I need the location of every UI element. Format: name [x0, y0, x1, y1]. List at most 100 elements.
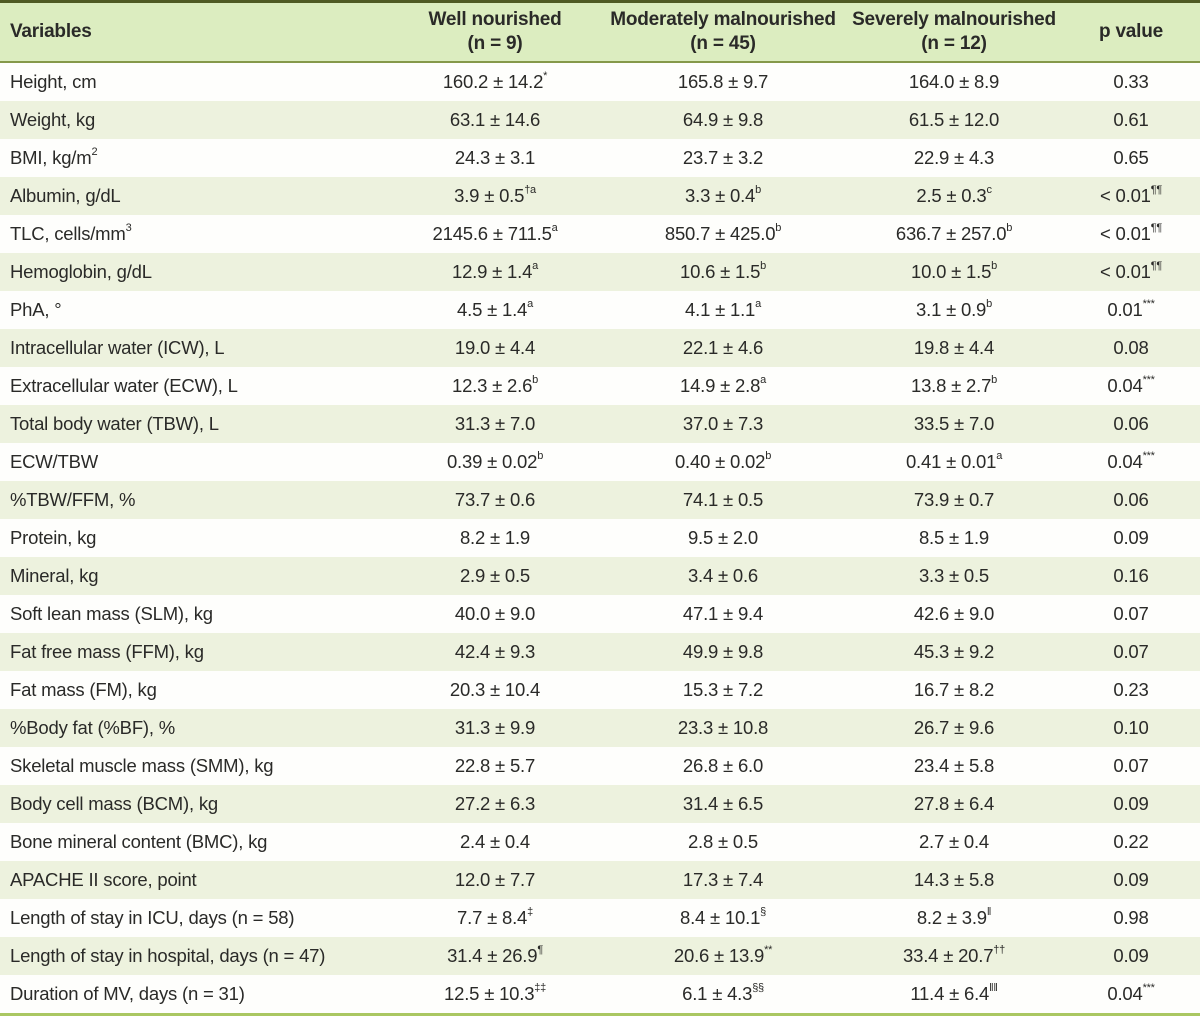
- cell-value: 0.40 ± 0.02b: [600, 442, 846, 481]
- cell-value: 19.8 ± 4.4: [846, 328, 1062, 367]
- cell-value: 33.4 ± 20.7††: [846, 936, 1062, 975]
- variable-superscript: 2: [91, 146, 98, 159]
- cell-value: 160.2 ± 14.2*: [390, 61, 600, 101]
- cell-value: 61.5 ± 12.0: [846, 100, 1062, 139]
- header-group-label: Severely malnourished: [852, 9, 1056, 30]
- cell-value: 26.7 ± 9.6: [846, 708, 1062, 747]
- row-variable-label: Fat mass (FM), kg: [0, 670, 390, 709]
- cell-value: 13.8 ± 2.7b: [846, 366, 1062, 405]
- table-row: %TBW/FFM, % 73.7 ± 0.6 74.1 ± 0.5 73.9 ± 0.…: [0, 480, 1200, 519]
- cell-value: 2.5 ± 0.3c: [846, 176, 1062, 215]
- cell-value: 31.3 ± 7.0: [390, 404, 600, 443]
- cell-value: 14.3 ± 5.8: [846, 860, 1062, 899]
- cell-p-value: 0.04***: [1062, 366, 1200, 405]
- table-row: ECW/TBW 0.39 ± 0.02b 0.40 ± 0.02b 0.41 ± 0.…: [0, 442, 1200, 481]
- row-variable-label: Skeletal muscle mass (SMM), kg: [0, 746, 390, 785]
- significance-superscript: ¶¶: [1150, 184, 1163, 197]
- cell-value: 31.3 ± 9.9: [390, 708, 600, 747]
- cell-value: 27.8 ± 6.4: [846, 784, 1062, 823]
- significance-superscript: b: [775, 222, 782, 235]
- cell-value: 8.5 ± 1.9: [846, 518, 1062, 557]
- table-row: Length of stay in hospital, days (n = 47…: [0, 936, 1200, 975]
- row-variable-label: Albumin, g/dL: [0, 176, 390, 215]
- cell-value: 47.1 ± 9.4: [600, 594, 846, 633]
- row-variable-label: Hemoglobin, g/dL: [0, 252, 390, 291]
- table-row: Extracellular water (ECW), L 12.3 ± 2.6b 1…: [0, 366, 1200, 405]
- cell-value: 37.0 ± 7.3: [600, 404, 846, 443]
- cell-value: 20.6 ± 13.9**: [600, 936, 846, 975]
- cell-p-value: 0.33: [1062, 61, 1200, 101]
- significance-superscript: §§: [752, 982, 764, 995]
- table-row: Weight, kg 63.1 ± 14.6 64.9 ± 9.8 61.5 ± 12…: [0, 100, 1200, 139]
- cell-value: 27.2 ± 6.3: [390, 784, 600, 823]
- cell-p-value: 0.65: [1062, 138, 1200, 177]
- cell-p-value: < 0.01¶¶: [1062, 214, 1200, 253]
- cell-value: 19.0 ± 4.4: [390, 328, 600, 367]
- table-row: Bone mineral content (BMC), kg 2.4 ± 0.4 2…: [0, 822, 1200, 861]
- cell-p-value: 0.07: [1062, 594, 1200, 633]
- table-row: Skeletal muscle mass (SMM), kg 22.8 ± 5.7…: [0, 746, 1200, 785]
- cell-value: 9.5 ± 2.0: [600, 518, 846, 557]
- cell-value: 3.9 ± 0.5†a: [390, 176, 600, 215]
- cell-p-value: 0.06: [1062, 480, 1200, 519]
- significance-superscript: b: [765, 450, 772, 463]
- row-variable-label: Fat free mass (FFM), kg: [0, 632, 390, 671]
- row-variable-label: Total body water (TBW), L: [0, 404, 390, 443]
- table-row: Body cell mass (BCM), kg 27.2 ± 6.3 31.4 ±…: [0, 784, 1200, 823]
- row-variable-label: Body cell mass (BCM), kg: [0, 784, 390, 823]
- cell-value: 3.1 ± 0.9b: [846, 290, 1062, 329]
- header-severely-malnourished: Severely malnourished (n = 12): [846, 1, 1062, 63]
- row-variable-label: Length of stay in ICU, days (n = 58): [0, 898, 390, 937]
- cell-value: 3.4 ± 0.6: [600, 556, 846, 595]
- cell-value: 11.4 ± 6.4‖‖: [846, 974, 1062, 1014]
- cell-value: 2145.6 ± 711.5a: [390, 214, 600, 253]
- cell-value: 73.7 ± 0.6: [390, 480, 600, 519]
- significance-superscript: c: [986, 184, 992, 197]
- row-variable-label: Height, cm: [0, 61, 390, 101]
- cell-value: 850.7 ± 425.0b: [600, 214, 846, 253]
- row-variable-label: Weight, kg: [0, 100, 390, 139]
- cell-value: 2.8 ± 0.5: [600, 822, 846, 861]
- significance-superscript: b: [1006, 222, 1013, 235]
- table-row: Hemoglobin, g/dL 12.9 ± 1.4a 10.6 ± 1.5b 10…: [0, 252, 1200, 291]
- cell-value: 49.9 ± 9.8: [600, 632, 846, 671]
- row-variable-label: BMI, kg/m2: [0, 138, 390, 177]
- cell-value: 22.1 ± 4.6: [600, 328, 846, 367]
- table-row: Fat mass (FM), kg 20.3 ± 10.4 15.3 ± 7.2 16…: [0, 670, 1200, 709]
- cell-value: 164.0 ± 8.9: [846, 61, 1062, 101]
- cell-value: 14.9 ± 2.8a: [600, 366, 846, 405]
- cell-p-value: 0.10: [1062, 708, 1200, 747]
- significance-superscript: a: [755, 298, 761, 311]
- row-variable-label: Extracellular water (ECW), L: [0, 366, 390, 405]
- cell-value: 74.1 ± 0.5: [600, 480, 846, 519]
- header-group-label: Well nourished: [428, 9, 562, 30]
- row-variable-label: %TBW/FFM, %: [0, 480, 390, 519]
- cell-value: 73.9 ± 0.7: [846, 480, 1062, 519]
- significance-superscript: ¶¶: [1150, 260, 1163, 273]
- table-row: Height, cm 160.2 ± 14.2* 165.8 ± 9.7 164.0 …: [0, 61, 1200, 101]
- cell-value: 23.4 ± 5.8: [846, 746, 1062, 785]
- cell-value: 24.3 ± 3.1: [390, 138, 600, 177]
- table-header: Variables Well nourished (n = 9) Moderat…: [0, 1, 1200, 63]
- table-row: APACHE II score, point 12.0 ± 7.7 17.3 ± 7…: [0, 860, 1200, 899]
- header-row: Variables Well nourished (n = 9) Moderat…: [0, 1, 1200, 63]
- table-row: Albumin, g/dL 3.9 ± 0.5†a 3.3 ± 0.4b 2.5 ± …: [0, 176, 1200, 215]
- cell-p-value: 0.09: [1062, 784, 1200, 823]
- cell-p-value: 0.01***: [1062, 290, 1200, 329]
- cell-value: 17.3 ± 7.4: [600, 860, 846, 899]
- row-variable-label: %Body fat (%BF), %: [0, 708, 390, 747]
- cell-value: 6.1 ± 4.3§§: [600, 974, 846, 1014]
- significance-superscript: ‖: [986, 906, 992, 919]
- cell-value: 3.3 ± 0.4b: [600, 176, 846, 215]
- row-variable-label: Protein, kg: [0, 518, 390, 557]
- cell-value: 8.2 ± 1.9: [390, 518, 600, 557]
- cell-value: 22.9 ± 4.3: [846, 138, 1062, 177]
- row-variable-label: ECW/TBW: [0, 442, 390, 481]
- cell-p-value: 0.08: [1062, 328, 1200, 367]
- table-row: Intracellular water (ICW), L 19.0 ± 4.4 22…: [0, 328, 1200, 367]
- cell-p-value: 0.07: [1062, 632, 1200, 671]
- cell-value: 3.3 ± 0.5: [846, 556, 1062, 595]
- cell-value: 12.9 ± 1.4a: [390, 252, 600, 291]
- significance-superscript: b: [532, 374, 538, 387]
